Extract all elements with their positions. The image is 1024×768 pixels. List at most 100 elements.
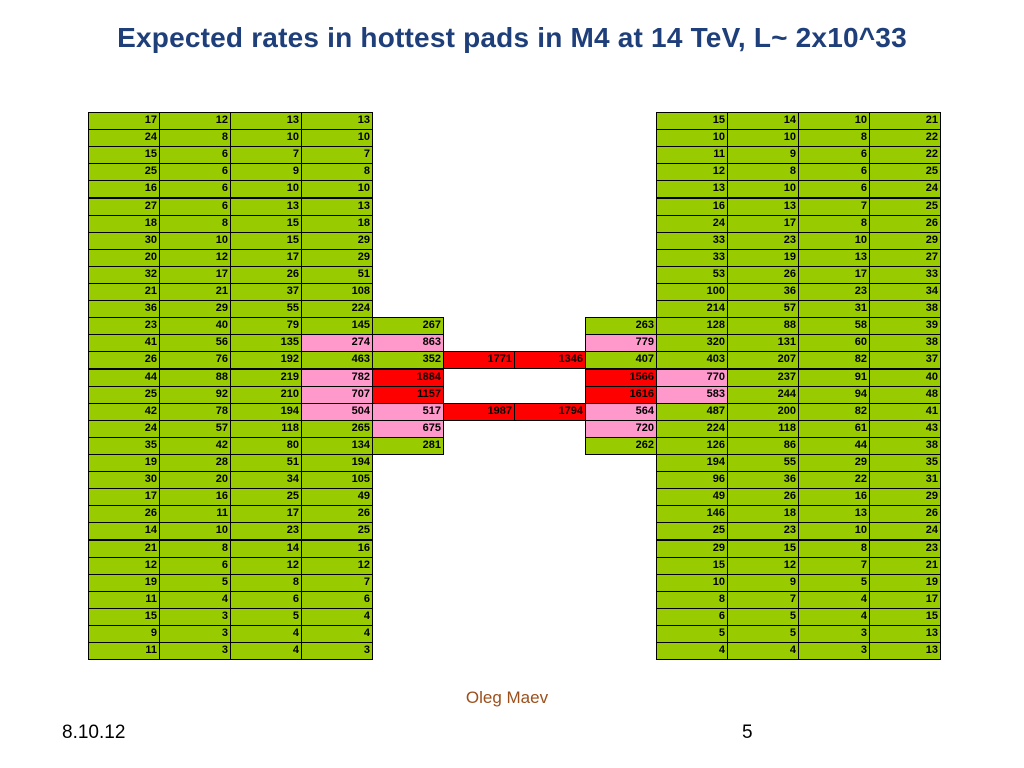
left-pad-cell: 7 xyxy=(230,146,302,165)
left-pad-cell: 6 xyxy=(301,590,373,609)
left-pad-cell: 504 xyxy=(301,402,373,421)
left-pad-cell: 16 xyxy=(88,180,160,199)
right-pad-cell: 6 xyxy=(656,607,728,626)
left-pad-cell: 29 xyxy=(301,231,373,250)
right-pad-cell: 82 xyxy=(798,402,870,421)
left-pad-cell: 92 xyxy=(159,385,231,404)
right-pad-cell: 4 xyxy=(727,642,799,661)
right-pad-cell: 12 xyxy=(656,163,728,182)
left-pad-cell: 49 xyxy=(301,488,373,507)
left-pad-cell: 20 xyxy=(159,471,231,490)
right-pad-cell: 487 xyxy=(656,402,728,421)
right-pad-cell: 55 xyxy=(727,454,799,473)
left-pad-cell: 11 xyxy=(88,590,160,609)
right-pad-cell: 22 xyxy=(869,129,941,148)
right-pad-cell: 128 xyxy=(656,317,728,336)
right-pad-cell: 13 xyxy=(869,642,941,661)
left-pad-cell: 57 xyxy=(159,419,231,438)
left-pad-cell: 32 xyxy=(88,265,160,284)
left-pad-cell: 76 xyxy=(159,351,231,370)
left-pad-cell: 3 xyxy=(159,607,231,626)
right-pad-cell: 38 xyxy=(869,436,941,455)
right-pad-cell: 15 xyxy=(869,607,941,626)
left-pad-cell: 7 xyxy=(301,573,373,592)
left-pad-cell: 56 xyxy=(159,334,231,353)
right-pad-cell: 57 xyxy=(727,300,799,319)
left-pad-cell: 88 xyxy=(159,368,231,387)
left-pad-cell: 44 xyxy=(88,368,160,387)
right-pad-cell: 118 xyxy=(727,419,799,438)
left-pad-cell: 26 xyxy=(88,351,160,370)
right-pad-cell: 4 xyxy=(798,590,870,609)
right-pad-cell: 9 xyxy=(727,573,799,592)
right-pad-cell: 21 xyxy=(869,112,941,131)
left-pad-cell: 29 xyxy=(159,300,231,319)
right-pad-cell: 29 xyxy=(869,488,941,507)
left-pad-cell: 265 xyxy=(301,419,373,438)
right-pad-cell: 24 xyxy=(656,214,728,233)
right-pad-cell: 19 xyxy=(869,573,941,592)
left-pad-cell: 17 xyxy=(230,248,302,267)
inner-left-pad-cell: 1884 xyxy=(372,368,444,387)
left-pad-cell: 9 xyxy=(230,163,302,182)
left-pad-cell: 10 xyxy=(230,129,302,148)
right-pad-cell: 19 xyxy=(727,248,799,267)
left-pad-cell: 10 xyxy=(159,522,231,541)
right-pad-cell: 126 xyxy=(656,436,728,455)
left-pad-cell: 26 xyxy=(230,265,302,284)
left-pad-cell: 21 xyxy=(88,539,160,558)
right-pad-cell: 320 xyxy=(656,334,728,353)
right-pad-cell: 5 xyxy=(656,625,728,644)
right-pad-cell: 18 xyxy=(727,505,799,524)
left-pad-cell: 135 xyxy=(230,334,302,353)
left-pad-cell: 145 xyxy=(301,317,373,336)
right-pad-cell: 3 xyxy=(798,642,870,661)
right-pad-cell: 6 xyxy=(798,146,870,165)
right-pad-cell: 48 xyxy=(869,385,941,404)
right-pad-cell: 86 xyxy=(727,436,799,455)
bridge-pad-cell: 1794 xyxy=(514,402,586,421)
right-pad-cell: 23 xyxy=(869,539,941,558)
left-pad-cell: 19 xyxy=(88,454,160,473)
right-pad-cell: 15 xyxy=(656,112,728,131)
left-pad-cell: 108 xyxy=(301,283,373,302)
left-pad-cell: 18 xyxy=(88,214,160,233)
left-pad-cell: 11 xyxy=(88,642,160,661)
right-pad-cell: 10 xyxy=(798,522,870,541)
left-pad-cell: 105 xyxy=(301,471,373,490)
right-pad-cell: 3 xyxy=(798,625,870,644)
right-pad-cell: 14 xyxy=(727,112,799,131)
left-pad-cell: 13 xyxy=(301,197,373,216)
right-pad-cell: 60 xyxy=(798,334,870,353)
left-pad-cell: 8 xyxy=(301,163,373,182)
left-pad-cell: 194 xyxy=(301,454,373,473)
left-pad-cell: 8 xyxy=(159,539,231,558)
left-pad-cell: 14 xyxy=(230,539,302,558)
left-pad-cell: 24 xyxy=(88,129,160,148)
left-pad-cell: 12 xyxy=(159,248,231,267)
left-pad-cell: 4 xyxy=(301,625,373,644)
author-name: Oleg Maev xyxy=(465,688,549,707)
right-pad-cell: 8 xyxy=(798,539,870,558)
right-pad-cell: 5 xyxy=(727,607,799,626)
slide-title: Expected rates in hottest pads in M4 at … xyxy=(117,22,907,53)
right-pad-cell: 82 xyxy=(798,351,870,370)
bridge-pad-cell: 1771 xyxy=(443,351,515,370)
left-pad-cell: 134 xyxy=(301,436,373,455)
left-pad-cell: 3 xyxy=(301,642,373,661)
right-pad-cell: 8 xyxy=(798,214,870,233)
left-pad-cell: 7 xyxy=(301,146,373,165)
left-pad-cell: 219 xyxy=(230,368,302,387)
right-pad-cell: 37 xyxy=(869,351,941,370)
left-pad-cell: 194 xyxy=(230,402,302,421)
right-pad-cell: 29 xyxy=(656,539,728,558)
left-pad-cell: 13 xyxy=(301,112,373,131)
right-pad-cell: 24 xyxy=(869,522,941,541)
left-pad-cell: 30 xyxy=(88,471,160,490)
right-pad-cell: 40 xyxy=(869,368,941,387)
right-pad-cell: 91 xyxy=(798,368,870,387)
left-pad-cell: 13 xyxy=(230,197,302,216)
right-pad-cell: 33 xyxy=(656,248,728,267)
inner-right-pad-cell: 407 xyxy=(585,351,657,370)
right-pad-cell: 61 xyxy=(798,419,870,438)
